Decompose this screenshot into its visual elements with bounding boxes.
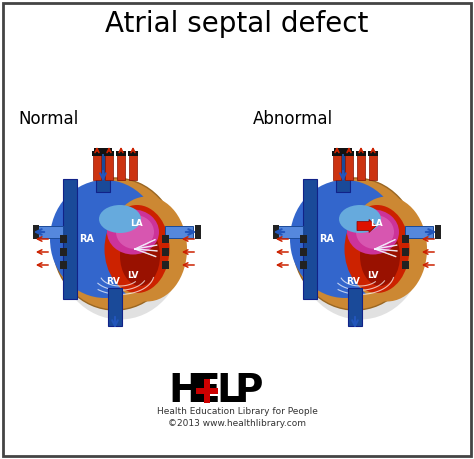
Ellipse shape: [293, 178, 417, 310]
Ellipse shape: [116, 215, 154, 249]
Text: LA: LA: [131, 219, 143, 229]
Text: P: P: [235, 372, 263, 410]
Ellipse shape: [356, 215, 394, 249]
Bar: [357, 154, 365, 180]
Bar: [104, 151, 114, 156]
Bar: [275, 226, 303, 238]
Text: RV: RV: [346, 278, 360, 286]
Text: Atrial septal defect: Atrial septal defect: [105, 10, 369, 38]
Ellipse shape: [104, 205, 170, 293]
Text: LA: LA: [371, 219, 383, 229]
Bar: [108, 288, 122, 326]
Bar: [60, 235, 67, 243]
Bar: [368, 151, 378, 156]
Bar: [300, 235, 307, 243]
Bar: [435, 225, 441, 239]
FancyArrow shape: [357, 219, 376, 233]
Bar: [300, 248, 307, 256]
Bar: [165, 226, 193, 238]
Bar: [303, 179, 317, 299]
Ellipse shape: [290, 180, 400, 298]
Bar: [334, 148, 352, 154]
Bar: [93, 154, 101, 180]
Bar: [35, 226, 63, 238]
Ellipse shape: [339, 205, 381, 233]
Bar: [300, 261, 307, 269]
Bar: [105, 154, 113, 180]
Bar: [116, 151, 126, 156]
Bar: [195, 225, 201, 239]
Ellipse shape: [347, 196, 427, 302]
Ellipse shape: [50, 180, 160, 298]
Ellipse shape: [53, 178, 177, 310]
Ellipse shape: [107, 196, 187, 302]
Bar: [336, 150, 350, 192]
Ellipse shape: [99, 205, 141, 233]
Bar: [402, 248, 409, 256]
Bar: [63, 179, 77, 299]
Bar: [345, 154, 353, 180]
Bar: [162, 248, 169, 256]
Text: Normal: Normal: [18, 110, 78, 128]
Text: ©2013 www.healthlibrary.com: ©2013 www.healthlibrary.com: [168, 419, 306, 427]
Ellipse shape: [57, 185, 182, 319]
Bar: [60, 248, 67, 256]
Bar: [204, 379, 210, 403]
Bar: [273, 225, 279, 239]
Bar: [196, 388, 218, 394]
Ellipse shape: [347, 209, 399, 254]
Bar: [369, 154, 377, 180]
Text: RA: RA: [319, 234, 335, 244]
Bar: [162, 261, 169, 269]
Ellipse shape: [360, 226, 400, 286]
Bar: [94, 148, 112, 154]
Bar: [332, 151, 342, 156]
Text: Abnormal: Abnormal: [253, 110, 333, 128]
Ellipse shape: [298, 185, 422, 319]
Bar: [344, 151, 354, 156]
Text: LV: LV: [127, 272, 139, 280]
Ellipse shape: [345, 205, 410, 293]
Text: Health Education Library for People: Health Education Library for People: [156, 407, 318, 415]
Text: H: H: [169, 372, 201, 410]
Bar: [60, 261, 67, 269]
Bar: [162, 235, 169, 243]
Bar: [402, 235, 409, 243]
Text: RV: RV: [106, 278, 120, 286]
Bar: [402, 261, 409, 269]
Ellipse shape: [120, 226, 160, 286]
Text: E: E: [194, 372, 220, 410]
Text: RA: RA: [80, 234, 94, 244]
Bar: [128, 151, 138, 156]
Bar: [129, 154, 137, 180]
Bar: [92, 151, 102, 156]
Text: LV: LV: [367, 272, 379, 280]
Bar: [348, 288, 362, 326]
Bar: [33, 225, 39, 239]
Bar: [405, 226, 433, 238]
Bar: [117, 154, 125, 180]
Bar: [356, 151, 366, 156]
Bar: [96, 150, 110, 192]
Bar: [333, 154, 341, 180]
Text: L: L: [217, 372, 241, 410]
Ellipse shape: [107, 209, 159, 254]
